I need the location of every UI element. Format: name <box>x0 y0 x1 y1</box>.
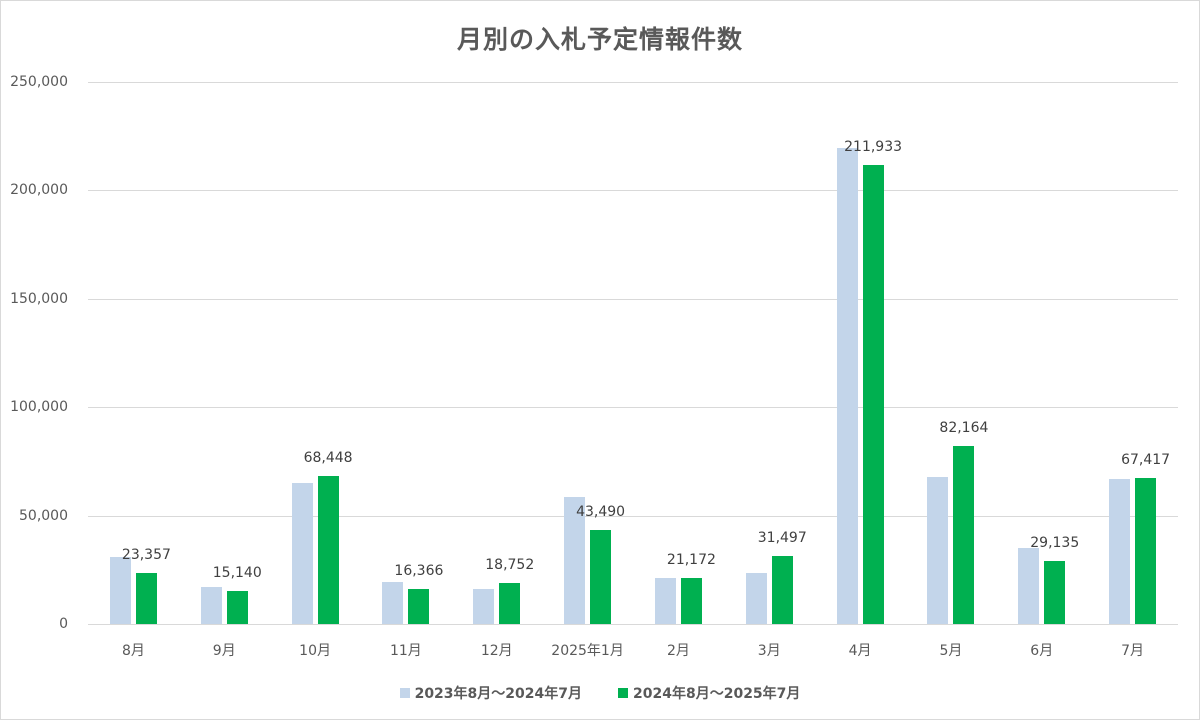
legend-swatch-series-1 <box>399 688 410 698</box>
bar-series-2[interactable] <box>771 555 793 624</box>
data-label: 82,164 <box>939 419 989 436</box>
bar-series-1[interactable] <box>1109 478 1131 624</box>
x-tick-label: 3月 <box>757 643 781 659</box>
chart-title: 月別の入札予定情報件数 <box>456 25 743 54</box>
data-label: 16,366 <box>394 562 444 579</box>
bar-series-2[interactable] <box>408 588 430 624</box>
bar-series-2[interactable] <box>1044 560 1066 624</box>
y-tick-label: 100,000 <box>10 399 68 416</box>
data-label: 15,140 <box>212 565 262 582</box>
plot-area: 23,357 15,140 68,448 16,366 18,752 43,490 21,1… <box>88 82 1178 625</box>
bar-series-2[interactable] <box>499 583 521 624</box>
bar-series-1[interactable] <box>836 148 858 624</box>
data-label: 23,357 <box>121 547 171 564</box>
x-tick-label: 2月 <box>666 643 690 659</box>
legend: 2023年8月～2024年7月 2024年8月～2025年7月 <box>0 683 1200 703</box>
bar-series-2[interactable] <box>226 591 248 624</box>
y-tick-label: 200,000 <box>10 182 68 199</box>
y-tick-label: 250,000 <box>10 74 68 90</box>
data-label: 31,497 <box>757 529 807 546</box>
legend-label-series-1: 2023年8月～2024年7月 <box>414 686 582 702</box>
data-label: 211,933 <box>844 138 903 155</box>
y-tick-label: 0 <box>59 616 68 632</box>
x-tick-label: 9月 <box>212 643 236 659</box>
legend-item-series-1[interactable]: 2023年8月～2024年7月 <box>399 683 582 703</box>
bar-series-2[interactable] <box>862 164 884 624</box>
legend-item-series-2[interactable]: 2024年8月～2025年7月 <box>618 683 800 703</box>
bar-series-2[interactable] <box>590 529 612 624</box>
bar-series-2[interactable] <box>135 573 157 624</box>
x-tick-label: 6月 <box>1030 643 1054 659</box>
x-tick-label: 5月 <box>939 643 963 659</box>
bar-series-1[interactable] <box>1018 548 1040 624</box>
legend-label-series-2: 2024年8月～2025年7月 <box>633 686 801 702</box>
x-tick-label: 10月 <box>299 643 331 659</box>
legend-swatch-series-2 <box>618 688 628 698</box>
x-tick-label: 7月 <box>1121 643 1145 659</box>
bar-series-1[interactable] <box>473 589 495 624</box>
data-label: 18,752 <box>485 557 535 574</box>
gridline <box>88 624 1178 625</box>
data-label: 68,448 <box>303 449 353 466</box>
gridline <box>88 298 1178 300</box>
bar-series-1[interactable] <box>382 581 404 624</box>
data-label: 67,417 <box>1121 451 1171 468</box>
bar-series-1[interactable] <box>745 573 767 624</box>
x-tick-label: 8月 <box>121 643 145 659</box>
bar-series-1[interactable] <box>654 577 676 624</box>
gridline <box>88 82 1178 83</box>
bar-series-2[interactable] <box>680 578 702 624</box>
gridline <box>88 515 1178 517</box>
bar-series-1[interactable] <box>200 587 222 624</box>
x-tick-label: 4月 <box>848 643 872 659</box>
bar-series-1[interactable] <box>109 556 131 624</box>
x-tick-label: 11月 <box>389 643 422 659</box>
y-tick-label: 50,000 <box>19 507 68 524</box>
x-tick-label: 12月 <box>480 643 513 659</box>
bar-series-2[interactable] <box>317 475 339 624</box>
bar-series-2[interactable] <box>1135 477 1157 624</box>
bar-series-1[interactable] <box>564 497 586 624</box>
data-label: 43,490 <box>576 503 626 520</box>
x-tick-label: 2025年1月 <box>551 643 624 659</box>
bar-series-1[interactable] <box>927 477 949 624</box>
gridline <box>88 190 1178 192</box>
bar-series-1[interactable] <box>291 483 313 624</box>
gridline <box>88 407 1178 409</box>
data-label: 29,135 <box>1030 534 1080 551</box>
y-tick-label: 150,000 <box>10 290 68 307</box>
bar-series-2[interactable] <box>953 445 975 624</box>
data-label: 21,172 <box>666 552 716 569</box>
